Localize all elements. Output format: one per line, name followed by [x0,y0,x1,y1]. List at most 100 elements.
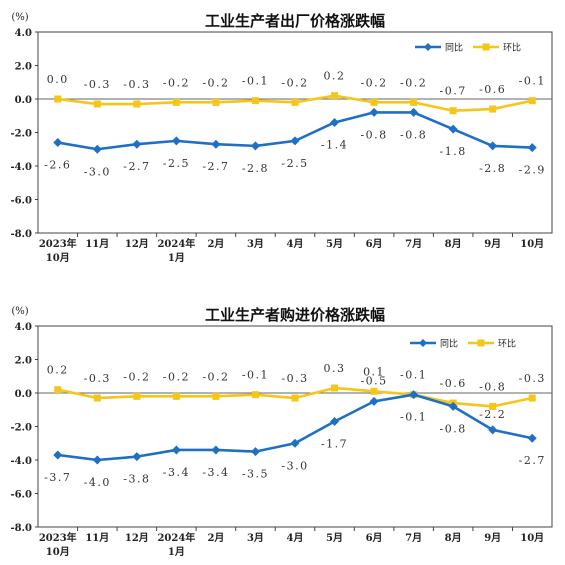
data-point-marker [291,394,299,402]
data-label: -0.1 [519,75,546,88]
data-label: -0.1 [242,75,269,88]
data-label: -0.2 [163,370,190,383]
data-point-marker [528,97,536,105]
y-tick-label: 0.0 [15,389,32,400]
x-tick-label: 12月 [125,532,149,544]
data-label: -3.0 [281,459,308,472]
x-tick-label: 7月 [405,532,422,544]
data-label: -0.8 [400,128,427,141]
legend-marker-yoy [424,43,432,51]
chart-title: 工业生产者购进价格涨跌幅 [205,306,385,324]
chart-title: 工业生产者出厂价格涨跌幅 [205,12,385,30]
data-point-marker [171,136,181,146]
data-label: -0.2 [281,76,308,89]
y-tick-label: 2.0 [15,356,32,367]
y-tick-label: -8.0 [10,523,32,534]
x-tick-label: 6月 [366,238,383,250]
data-point-marker [250,141,260,151]
x-tick-label: 10月 [520,238,544,250]
data-point-marker [290,136,300,146]
x-tick-label: 5月 [326,532,343,544]
data-point-marker [132,452,142,462]
data-point-marker [410,98,418,106]
data-point-marker [370,98,378,106]
y-axis-unit: (%) [11,12,28,23]
data-label: -0.3 [123,78,150,91]
data-point-marker [488,425,498,435]
data-point-marker [409,107,419,117]
legend-marker-mom [477,339,485,347]
data-point-marker [330,416,340,426]
data-point-marker [290,438,300,448]
x-tick-label: 10月 [46,546,70,558]
data-point-marker [54,95,62,103]
data-point-marker [489,105,497,113]
data-label: -0.3 [84,372,111,385]
data-label: -2.7 [123,160,150,173]
data-point-marker [448,401,458,411]
x-tick-label: 4月 [287,238,304,250]
data-point-marker [250,447,260,457]
y-tick-label: -4.0 [10,162,32,173]
y-tick-label: 2.0 [15,62,32,73]
data-label: -1.7 [321,437,348,450]
data-label: -3.0 [84,165,111,178]
data-point-marker [212,392,220,400]
data-point-marker [92,455,102,465]
x-tick-label: 11月 [85,238,109,250]
data-label: -2.8 [479,162,506,175]
data-point-marker [93,100,101,108]
data-point-marker [489,402,497,410]
data-label: -2.7 [519,454,546,467]
x-tick-label: 2024年 [157,237,195,250]
data-point-marker [53,138,63,148]
data-label: -2.2 [479,408,506,421]
legend-label-mom: 环比 [503,42,521,54]
data-label: -0.6 [479,83,506,96]
data-point-marker [53,450,63,460]
x-tick-label: 2023年 [39,237,77,250]
x-tick-label: 2024年 [157,531,195,544]
data-label: -0.2 [360,76,387,89]
y-tick-label: -8.0 [10,229,32,240]
data-point-marker [133,100,141,108]
data-point-marker [93,394,101,402]
x-tick-label: 11月 [85,532,109,544]
data-point-marker [370,387,378,395]
data-point-marker [449,107,457,115]
x-tick-label: 8月 [445,532,462,544]
x-tick-label: 3月 [247,238,264,250]
data-label: -0.1 [400,411,427,424]
y-tick-label: 4.0 [15,322,32,333]
y-tick-label: -2.0 [10,423,32,434]
data-label: 0.3 [324,362,346,375]
data-point-marker [171,445,181,455]
data-label: -2.9 [519,164,546,177]
data-point-marker [251,391,259,399]
x-tick-label: 8月 [445,238,462,250]
x-tick-label: 1月 [168,252,185,264]
plot-frame [37,325,553,528]
x-tick-label: 2月 [207,238,224,250]
data-point-marker [172,392,180,400]
data-label: -2.5 [163,157,190,170]
data-label: -1.4 [321,138,348,151]
data-label: -0.5 [360,374,387,387]
data-label: -2.6 [44,159,71,172]
x-tick-label: 6月 [366,532,383,544]
data-label: -0.2 [163,76,190,89]
data-label: -3.7 [44,471,71,484]
data-label: -2.8 [242,162,269,175]
data-label: -4.0 [84,476,111,489]
x-tick-label: 9月 [484,238,501,250]
data-label: 0.2 [47,364,69,377]
data-label: -0.3 [84,78,111,91]
data-label: -0.3 [281,372,308,385]
data-point-marker [211,139,221,149]
y-tick-label: -6.0 [10,490,32,501]
data-label: 0.1 [363,365,385,378]
legend-label-yoy: 同比 [440,338,458,350]
data-label: -2.7 [202,160,229,173]
plot-frame [37,31,553,234]
x-tick-label: 2月 [207,532,224,544]
